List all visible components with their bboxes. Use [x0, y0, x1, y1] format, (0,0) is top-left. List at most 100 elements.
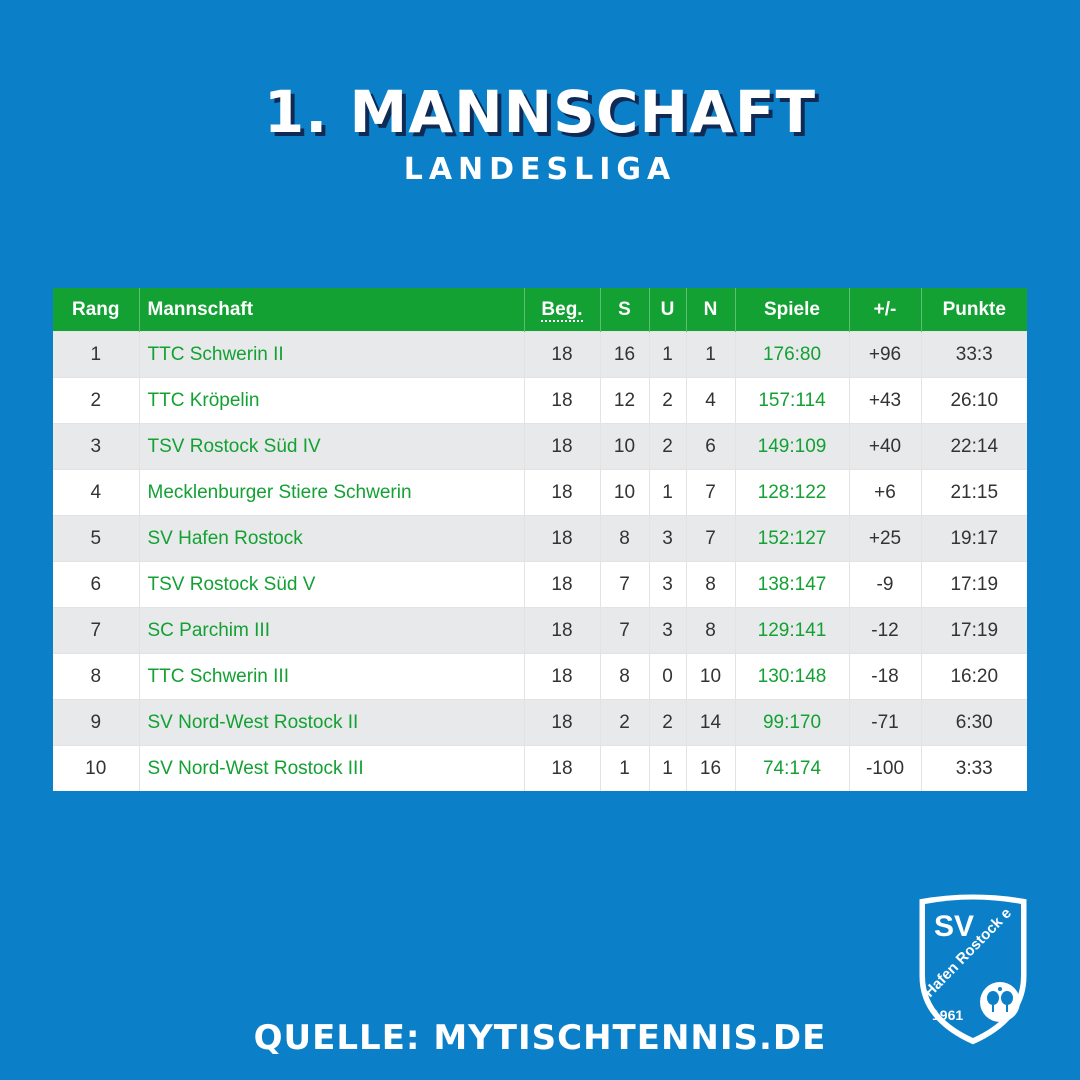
cell-s: 2 — [600, 699, 650, 746]
cell-u: 2 — [649, 377, 687, 424]
cell-u: 3 — [649, 515, 687, 562]
page-subtitle: LANDESLIGA — [403, 152, 677, 187]
cell-s: 8 — [600, 653, 650, 700]
standings-table: Rang Mannschaft Beg. S U N Spiele +/- Pu… — [53, 288, 1027, 791]
cell-spiele: 130:148 — [735, 653, 850, 700]
cell-spiele: 128:122 — [735, 469, 850, 516]
cell-team[interactable]: TTC Schwerin II — [139, 331, 525, 378]
cell-n: 7 — [686, 515, 736, 562]
cell-rang: 8 — [53, 653, 140, 700]
cell-beg: 18 — [524, 745, 601, 791]
cell-u: 1 — [649, 469, 687, 516]
cell-s: 7 — [600, 561, 650, 608]
cell-u: 0 — [649, 653, 687, 700]
cell-spiele: 152:127 — [735, 515, 850, 562]
cell-beg: 18 — [524, 515, 601, 562]
cell-u: 3 — [649, 607, 687, 654]
col-header-punkte[interactable]: Punkte — [921, 288, 1027, 332]
table-row: 6 TSV Rostock Süd V 18 7 3 8 138:147 -9 17:19 — [53, 561, 1027, 608]
cell-u: 2 — [649, 423, 687, 470]
logo-text-year: 1961 — [932, 1007, 963, 1023]
cell-punkte: 6:30 — [921, 699, 1027, 746]
cell-n: 8 — [686, 561, 736, 608]
cell-s: 10 — [600, 423, 650, 470]
club-logo: SV Hafen Rostock e.V. 1961 — [912, 890, 1030, 1048]
cell-spiele: 74:174 — [735, 745, 850, 791]
cell-diff: +25 — [849, 515, 922, 562]
cell-team[interactable]: TSV Rostock Süd IV — [139, 423, 525, 470]
table-header-row: Rang Mannschaft Beg. S U N Spiele +/- Pu… — [53, 288, 1027, 332]
cell-rang: 1 — [53, 331, 140, 378]
cell-team[interactable]: SV Nord-West Rostock II — [139, 699, 525, 746]
cell-spiele: 149:109 — [735, 423, 850, 470]
table-row: 5 SV Hafen Rostock 18 8 3 7 152:127 +25 19:17 — [53, 515, 1027, 562]
col-header-beg[interactable]: Beg. — [524, 288, 601, 332]
table-row: 2 TTC Kröpelin 18 12 2 4 157:114 +43 26:10 — [53, 377, 1027, 424]
table-row: 1 TTC Schwerin II 18 16 1 1 176:80 +96 33:3 — [53, 331, 1027, 378]
cell-team[interactable]: SC Parchim III — [139, 607, 525, 654]
cell-rang: 9 — [53, 699, 140, 746]
table-row: 4 Mecklenburger Stiere Schwerin 18 10 1 7 128:… — [53, 469, 1027, 516]
cell-u: 1 — [649, 331, 687, 378]
cell-punkte: 16:20 — [921, 653, 1027, 700]
cell-u: 2 — [649, 699, 687, 746]
cell-n: 10 — [686, 653, 736, 700]
cell-beg: 18 — [524, 469, 601, 516]
table-row: 8 TTC Schwerin III 18 8 0 10 130:148 -18 16:20 — [53, 653, 1027, 700]
cell-n: 16 — [686, 745, 736, 791]
cell-s: 1 — [600, 745, 650, 791]
cell-s: 7 — [600, 607, 650, 654]
cell-n: 14 — [686, 699, 736, 746]
col-header-mannschaft[interactable]: Mannschaft — [139, 288, 525, 332]
col-header-rang[interactable]: Rang — [53, 288, 140, 332]
cell-beg: 18 — [524, 699, 601, 746]
cell-diff: -12 — [849, 607, 922, 654]
cell-u: 1 — [649, 745, 687, 791]
cell-team[interactable]: Mecklenburger Stiere Schwerin — [139, 469, 525, 516]
cell-s: 12 — [600, 377, 650, 424]
cell-rang: 5 — [53, 515, 140, 562]
cell-punkte: 21:15 — [921, 469, 1027, 516]
table-row: 7 SC Parchim III 18 7 3 8 129:141 -12 17:19 — [53, 607, 1027, 654]
cell-s: 10 — [600, 469, 650, 516]
cell-diff: +6 — [849, 469, 922, 516]
cell-u: 3 — [649, 561, 687, 608]
cell-punkte: 3:33 — [921, 745, 1027, 791]
cell-diff: -71 — [849, 699, 922, 746]
page-title: 1. MANNSCHAFT — [263, 78, 817, 146]
cell-team[interactable]: TTC Kröpelin — [139, 377, 525, 424]
cell-beg: 18 — [524, 607, 601, 654]
cell-team[interactable]: SV Nord-West Rostock III — [139, 745, 525, 791]
cell-beg: 18 — [524, 423, 601, 470]
cell-n: 7 — [686, 469, 736, 516]
cell-spiele: 157:114 — [735, 377, 850, 424]
cell-rang: 4 — [53, 469, 140, 516]
logo-text-sv: SV — [934, 910, 974, 943]
col-header-u[interactable]: U — [649, 288, 687, 332]
table-row: 10 SV Nord-West Rostock III 18 1 1 16 74:174 -1… — [53, 745, 1027, 791]
cell-spiele: 129:141 — [735, 607, 850, 654]
cell-rang: 7 — [53, 607, 140, 654]
cell-rang: 3 — [53, 423, 140, 470]
cell-s: 8 — [600, 515, 650, 562]
col-header-diff[interactable]: +/- — [849, 288, 922, 332]
cell-punkte: 17:19 — [921, 561, 1027, 608]
cell-team[interactable]: TTC Schwerin III — [139, 653, 525, 700]
table-row: 9 SV Nord-West Rostock II 18 2 2 14 99:170 -71 6… — [53, 699, 1027, 746]
cell-punkte: 19:17 — [921, 515, 1027, 562]
cell-diff: +40 — [849, 423, 922, 470]
col-header-spiele[interactable]: Spiele — [735, 288, 850, 332]
col-header-s[interactable]: S — [600, 288, 650, 332]
cell-beg: 18 — [524, 653, 601, 700]
cell-rang: 2 — [53, 377, 140, 424]
cell-team[interactable]: SV Hafen Rostock — [139, 515, 525, 562]
cell-punkte: 17:19 — [921, 607, 1027, 654]
source-caption: QUELLE: MYTISCHTENNIS.DE — [253, 1018, 827, 1058]
cell-spiele: 138:147 — [735, 561, 850, 608]
cell-team[interactable]: TSV Rostock Süd V — [139, 561, 525, 608]
cell-diff: -100 — [849, 745, 922, 791]
col-header-n[interactable]: N — [686, 288, 736, 332]
cell-n: 6 — [686, 423, 736, 470]
cell-rang: 6 — [53, 561, 140, 608]
cell-s: 16 — [600, 331, 650, 378]
